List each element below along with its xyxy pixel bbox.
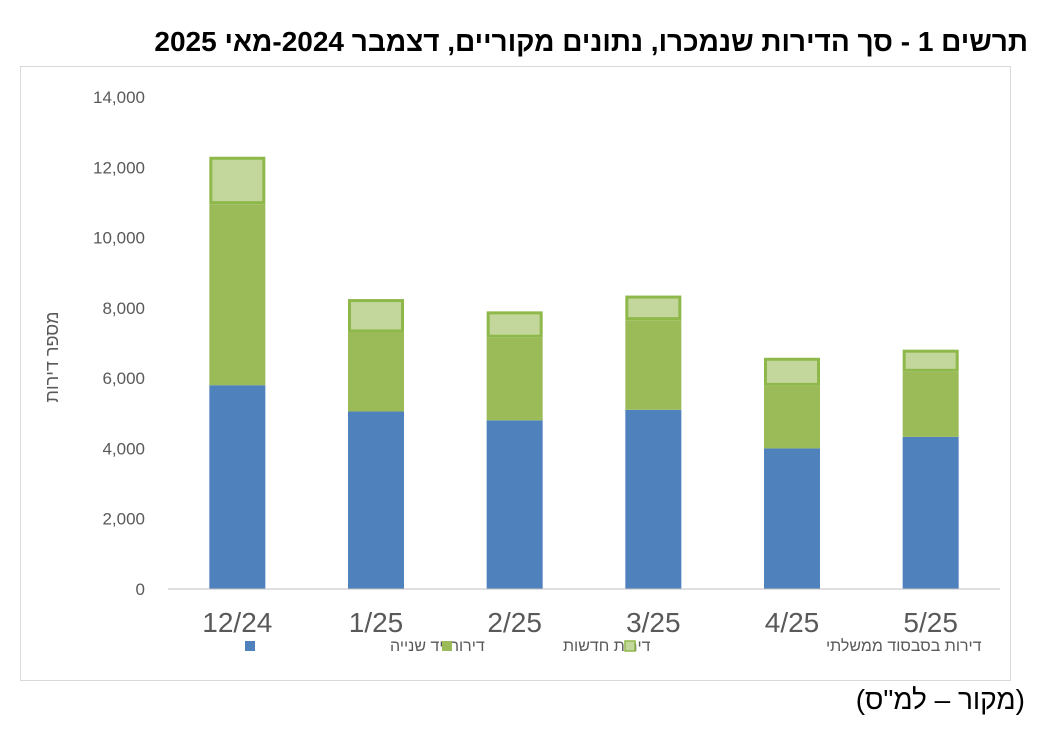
- x-tick-label: 4/25: [765, 607, 820, 638]
- bar-segment-subsidized: [902, 349, 959, 372]
- y-tick-label: 2,000: [102, 510, 145, 529]
- bar-segment-new: [348, 332, 404, 412]
- legend-new-label: דירות חדשות: [563, 638, 651, 655]
- y-axis-title: מספר דירות: [42, 312, 62, 403]
- bar-segment-second-hand: [348, 411, 404, 589]
- y-tick-label: 8,000: [102, 299, 145, 318]
- bar-segment-new: [486, 337, 543, 421]
- legend-new-swatch: [442, 641, 452, 651]
- bar-segment-subsidized: [486, 311, 543, 338]
- y-tick-label: 0: [136, 580, 145, 599]
- bar-segment-subsidized: [348, 299, 404, 333]
- bar-segment-second-hand: [486, 420, 543, 589]
- legend-subsidized-swatch: [624, 640, 636, 652]
- chart-title: תרשים 1 - סך הדירות שנמכרו, נתונים מקורי…: [154, 26, 1028, 57]
- y-tick-label: 12,000: [93, 158, 145, 177]
- y-tick-label: 6,000: [102, 369, 145, 388]
- bar-segment-subsidized: [764, 357, 820, 386]
- x-tick-label: 1/25: [349, 607, 404, 638]
- x-tick-label: 5/25: [903, 607, 958, 638]
- bar-segment-new: [764, 385, 820, 449]
- x-tick-label: 3/25: [626, 607, 681, 638]
- y-tick-label: 4,000: [102, 439, 145, 458]
- bar-segment-second-hand: [625, 409, 682, 589]
- source-note: (מקור – למ"ס): [855, 684, 1025, 715]
- legend-second-hand-label: דירות יד שנייה: [390, 638, 485, 655]
- legend-second-hand-swatch: [245, 641, 255, 651]
- bar-segment-new: [625, 320, 682, 410]
- bar-segment-subsidized: [625, 295, 682, 321]
- chart-frame: [20, 66, 1011, 681]
- bar-segment-second-hand: [209, 385, 266, 589]
- bar-segment-second-hand: [764, 448, 820, 589]
- y-tick-label: 10,000: [93, 229, 145, 248]
- x-tick-label: 12/24: [202, 607, 272, 638]
- x-tick-label: 2/25: [487, 607, 542, 638]
- bar-segment-new: [902, 371, 959, 437]
- y-tick-label: 14,000: [93, 88, 145, 107]
- bar-segment-subsidized: [209, 156, 266, 205]
- bar-segment-second-hand: [902, 436, 959, 589]
- legend-subsidized-label: דירות בסבסוד ממשלתי: [826, 637, 982, 655]
- bar-segment-new: [209, 204, 266, 386]
